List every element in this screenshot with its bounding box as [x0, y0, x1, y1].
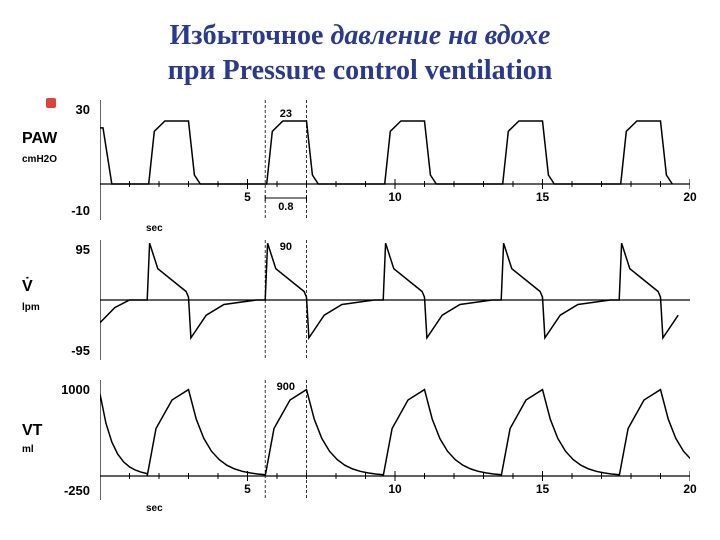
x-tick-label: 5	[244, 190, 251, 204]
paw-units: cmH2O	[22, 154, 57, 165]
paw-time-label: sec	[146, 223, 163, 234]
x-tick-label: 20	[683, 482, 696, 496]
paw-ymax: 30	[76, 102, 90, 117]
svg-text:90: 90	[280, 241, 292, 253]
title-part-italic: давление на вдохе	[330, 20, 550, 51]
x-tick-label: 15	[536, 482, 549, 496]
vt-plot: 900 sec 5101520	[100, 380, 690, 500]
paw-y-labels: 30 PAW cmH2O -10	[20, 100, 95, 220]
vt-ymin: -250	[64, 483, 90, 498]
title-part-1: Избыточное	[170, 20, 324, 51]
slide-title: Избыточное давление на вдохе при Pressur…	[0, 0, 720, 98]
svg-text:0.8: 0.8	[278, 201, 293, 213]
flow-y-labels: 95 V̇ lpm -95	[20, 240, 95, 360]
x-tick-label: 5	[244, 482, 251, 496]
vt-ymax: 1000	[61, 382, 90, 397]
flow-plot: 90	[100, 240, 690, 360]
chart-vt: 1000 VT ml -250 900 sec 5101520	[20, 380, 700, 500]
x-tick-label: 10	[388, 190, 401, 204]
chart-paw: 30 PAW cmH2O -10 230.8 sec 5101520	[20, 100, 700, 220]
vt-y-labels: 1000 VT ml -250	[20, 380, 95, 500]
charts-container: 30 PAW cmH2O -10 23 0.8 sec 5 10 15 20 95 V̇…	[20, 100, 700, 520]
paw-ymin: -10	[71, 203, 90, 218]
paw-plot: 230.8 sec 5101520	[100, 100, 690, 220]
flow-ymax: 95	[76, 242, 90, 257]
x-tick-label: 20	[683, 190, 696, 204]
svg-text:900: 900	[277, 381, 295, 393]
paw-name: PAW	[22, 130, 57, 148]
flow-name: V̇	[22, 278, 33, 296]
chart-flow: 95 V̇ lpm -95 90	[20, 240, 700, 360]
vt-name: VT	[22, 422, 42, 440]
flow-ymin: -95	[71, 343, 90, 358]
flow-units: lpm	[22, 302, 40, 313]
svg-text:23: 23	[280, 108, 292, 120]
vt-time-label: sec	[146, 503, 163, 514]
x-tick-label: 15	[536, 190, 549, 204]
x-tick-label: 10	[388, 482, 401, 496]
vt-units: ml	[22, 444, 34, 455]
title-line-2: при Pressure control ventilation	[168, 55, 553, 86]
